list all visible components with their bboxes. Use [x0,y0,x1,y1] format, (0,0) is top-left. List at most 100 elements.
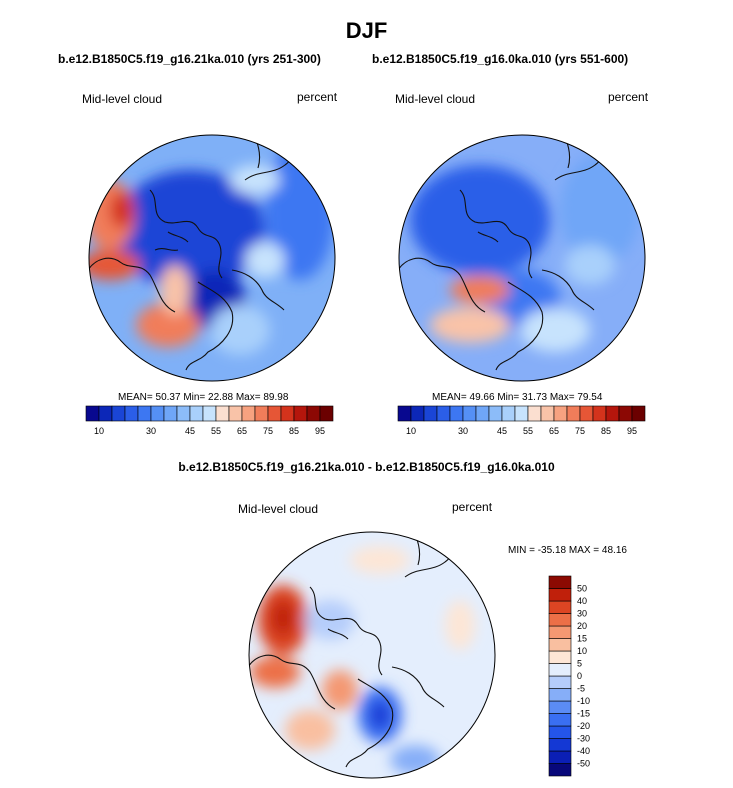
panel-b-colorbar-swatch [527,405,542,422]
difference-colorbar-tick-label: 20 [577,621,587,631]
difference-colorbar-swatch [548,638,572,652]
panel-a-colorbar-swatch [163,405,178,422]
panel-a-colorbar-swatch [319,405,334,422]
panel-b-colorbar-swatch [566,405,581,422]
difference-colorbar-swatch [548,575,572,589]
panel-b-colorbar-tick-label: 95 [627,426,637,436]
panel-a-colorbar-swatch [98,405,113,422]
difference-colorbar-tick-label: -20 [577,721,590,731]
panel-b-colorbar-swatch [436,405,451,422]
panel-b-colorbar-swatch [579,405,594,422]
difference-colorbar-tick-label: 0 [577,671,582,681]
panel-b-colorbar-swatch [553,405,568,422]
panel-a-variable-label: Mid-level cloud [82,92,163,106]
difference-colorbar-tick-label: -10 [577,696,590,706]
difference-colorbar-tick-label: -5 [577,684,585,694]
panel-b-colorbar-swatch [605,405,620,422]
difference-colorbar-swatch [548,763,572,777]
panel-a-colorbar-swatch [137,405,152,422]
difference-colorbar-swatch [548,663,572,677]
panel-b-colorbar: 10 30 45 55 65 75 85 95 [397,405,646,436]
panel-a-colorbar-swatch [267,405,282,422]
panel-b-colorbar-swatch [592,405,607,422]
difference-colorbar-tick-label: 10 [577,646,587,656]
panel-a-colorbar-swatch [202,405,217,422]
panel-a-colorbar-swatch [241,405,256,422]
panel-a-colorbar-swatch [85,405,100,422]
panel-a-colorbar-tick-label: 85 [289,426,299,436]
panel-a-colorbar-swatch [189,405,204,422]
panel-b-colorbar-swatch [449,405,464,422]
difference-colorbar-tick-label: 15 [577,634,587,644]
difference-colorbar-swatch [548,600,572,614]
difference-colorbar-tick-label: -30 [577,734,590,744]
panel-b-colorbar-swatch [475,405,490,422]
difference-colorbar-tick-label: -40 [577,746,590,756]
panel-b-stats: MEAN= 49.66 Min= 31.73 Max= 79.54 [432,392,603,403]
difference-colorbar-swatch [548,713,572,727]
panel-a-colorbar-tick-label: 55 [211,426,221,436]
panel-a-colorbar-tick-label: 45 [185,426,195,436]
panel-a-stats: MEAN= 50.37 Min= 22.88 Max= 89.98 [118,392,289,403]
panel-b-colorbar-tick-label: 45 [497,426,507,436]
panel-b-colorbar-tick-label: 65 [549,426,559,436]
panel-b-colorbar-tick-label: 75 [575,426,585,436]
figure-title: DJF [345,18,388,43]
panel-b-colorbar-swatch [618,405,633,422]
difference-colorbar-swatch [548,588,572,602]
panel-a-colorbar-tick-label: 30 [146,426,156,436]
diff-units-label: percent [452,500,493,514]
panel-b-colorbar-tick-label: 10 [406,426,416,436]
panel-b-colorbar-swatch [514,405,529,422]
panel-a-colorbar-swatch [150,405,165,422]
panel-b-colorbar-swatch [397,405,412,422]
panel-a-colorbar-swatch [254,405,269,422]
panel-a-case-title: b.e12.B1850C5.f19_g16.21ka.010 (yrs 251-… [58,52,321,66]
panel-a-colorbar-swatch [215,405,230,422]
panel-a-colorbar-swatch [306,405,321,422]
panel-a-colorbar-tick-label: 65 [237,426,247,436]
difference-colorbar-swatch [548,650,572,664]
panel-a-colorbar: 10 30 45 55 65 75 85 95 [85,405,334,436]
difference-colorbar-swatch [548,675,572,689]
panel-a-colorbar-swatch [124,405,139,422]
panel-a-colorbar-swatch [280,405,295,422]
difference-colorbar-swatch [548,625,572,639]
panel-b-colorbar-swatch [423,405,438,422]
panel-b-map [398,134,646,382]
difference-colorbar-tick-label: 40 [577,596,587,606]
panel-b-colorbar-swatch [462,405,477,422]
panel-b-case-title: b.e12.B1850C5.f19_g16.0ka.010 (yrs 551-6… [372,52,629,66]
difference-colorbar-tick-label: 5 [577,659,582,669]
panel-b-units-label: percent [608,90,649,104]
difference-colorbar-swatch [548,688,572,702]
panel-b-colorbar-swatch [488,405,503,422]
panel-b-colorbar-tick-label: 55 [523,426,533,436]
panel-b-variable-label: Mid-level cloud [395,92,476,106]
panel-b-colorbar-swatch [501,405,516,422]
difference-colorbar-tick-label: -50 [577,759,590,769]
panel-a-colorbar-swatch [111,405,126,422]
difference-colorbar-tick-label: 50 [577,584,587,594]
difference-title: b.e12.B1850C5.f19_g16.21ka.010 - b.e12.B… [178,460,555,474]
panel-b-colorbar-swatch [540,405,555,422]
panel-a-colorbar-tick-label: 10 [94,426,104,436]
panel-a-map [88,134,336,382]
panel-b-colorbar-swatch [410,405,425,422]
difference-map [248,531,496,779]
difference-colorbar-swatch [548,738,572,752]
panel-b-colorbar-tick-label: 30 [458,426,468,436]
panel-a-colorbar-swatch [176,405,191,422]
diff-stats: MIN = -35.18 MAX = 48.16 [508,545,627,556]
difference-colorbar-tick-label: 30 [577,609,587,619]
diff-variable-label: Mid-level cloud [238,502,319,516]
panel-a-units-label: percent [297,90,338,104]
difference-colorbar-swatch [548,725,572,739]
panel-a-colorbar-tick-label: 75 [263,426,273,436]
difference-colorbar-swatch [548,613,572,627]
difference-colorbar-tick-label: -15 [577,709,590,719]
panel-a-colorbar-tick-label: 95 [315,426,325,436]
panel-a-colorbar-swatch [293,405,308,422]
